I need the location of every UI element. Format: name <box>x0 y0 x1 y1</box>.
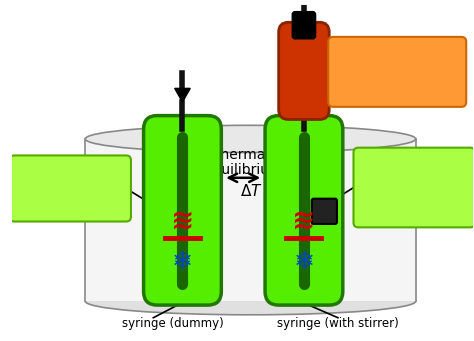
Text: reference cell: reference cell <box>29 171 110 184</box>
Text: ≋: ≋ <box>292 207 316 235</box>
FancyBboxPatch shape <box>328 37 466 107</box>
Text: equilibrium: equilibrium <box>204 163 283 177</box>
Text: ≋: ≋ <box>171 207 194 235</box>
FancyBboxPatch shape <box>265 116 343 305</box>
Ellipse shape <box>85 287 416 315</box>
FancyBboxPatch shape <box>292 12 316 39</box>
Ellipse shape <box>85 125 416 152</box>
Text: (loaded with: (loaded with <box>380 179 447 189</box>
Text: syringe (with stirrer): syringe (with stirrer) <box>277 317 399 330</box>
Bar <box>85 139 416 301</box>
Text: syringe (loaded with: syringe (loaded with <box>340 55 455 65</box>
Text: measurement cell: measurement cell <box>365 163 463 173</box>
Text: $\Delta T$: $\Delta T$ <box>239 183 262 199</box>
Text: (loaded with solvent): (loaded with solvent) <box>11 190 129 200</box>
Polygon shape <box>175 88 190 102</box>
FancyBboxPatch shape <box>312 199 337 224</box>
Text: compound 1): compound 1) <box>360 72 434 82</box>
FancyBboxPatch shape <box>279 22 329 119</box>
FancyBboxPatch shape <box>354 148 474 227</box>
FancyBboxPatch shape <box>144 116 221 305</box>
Text: thermal: thermal <box>216 148 270 162</box>
FancyBboxPatch shape <box>9 155 131 222</box>
Text: ❄: ❄ <box>293 250 314 275</box>
Text: compound 2): compound 2) <box>377 194 450 204</box>
Text: syringe (dummy): syringe (dummy) <box>122 317 224 330</box>
Text: ❄: ❄ <box>172 250 193 275</box>
